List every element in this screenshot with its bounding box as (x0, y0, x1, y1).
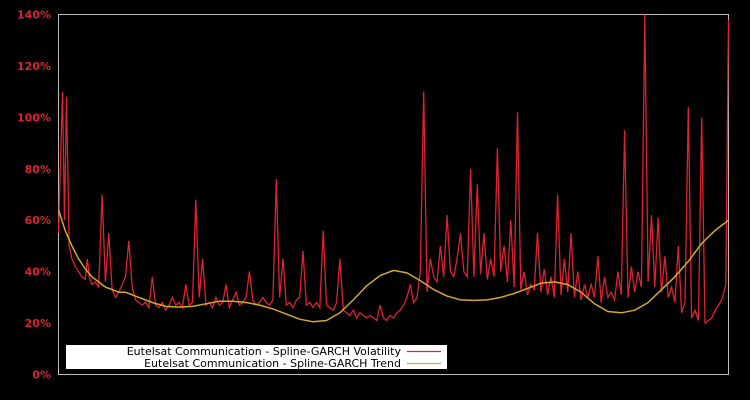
trend-line (57, 209, 729, 323)
y-tick-label: 40% (25, 266, 51, 279)
y-tick-label: 60% (25, 214, 51, 227)
y-tick-label: 0% (32, 369, 51, 382)
legend: Eutelsat Communication - Spline-GARCH Vo… (66, 345, 447, 370)
plot-frame (58, 14, 729, 375)
y-tick-label: 80% (25, 163, 51, 176)
y-tick-label: 20% (25, 317, 51, 330)
legend-label-volatility: Eutelsat Communication - Spline-GARCH Vo… (127, 345, 402, 358)
plot-area (57, 14, 730, 325)
y-tick-label: 100% (17, 111, 51, 124)
volatility-line (57, 14, 730, 325)
y-axis-ticks: 0% 20% 40% 60% 80% 100% 120% 140% (17, 9, 51, 382)
y-tick-label: 140% (17, 9, 51, 22)
legend-label-trend: Eutelsat Communication - Spline-GARCH Tr… (144, 357, 401, 370)
y-tick-label: 120% (17, 60, 51, 73)
legend-box (66, 345, 447, 369)
